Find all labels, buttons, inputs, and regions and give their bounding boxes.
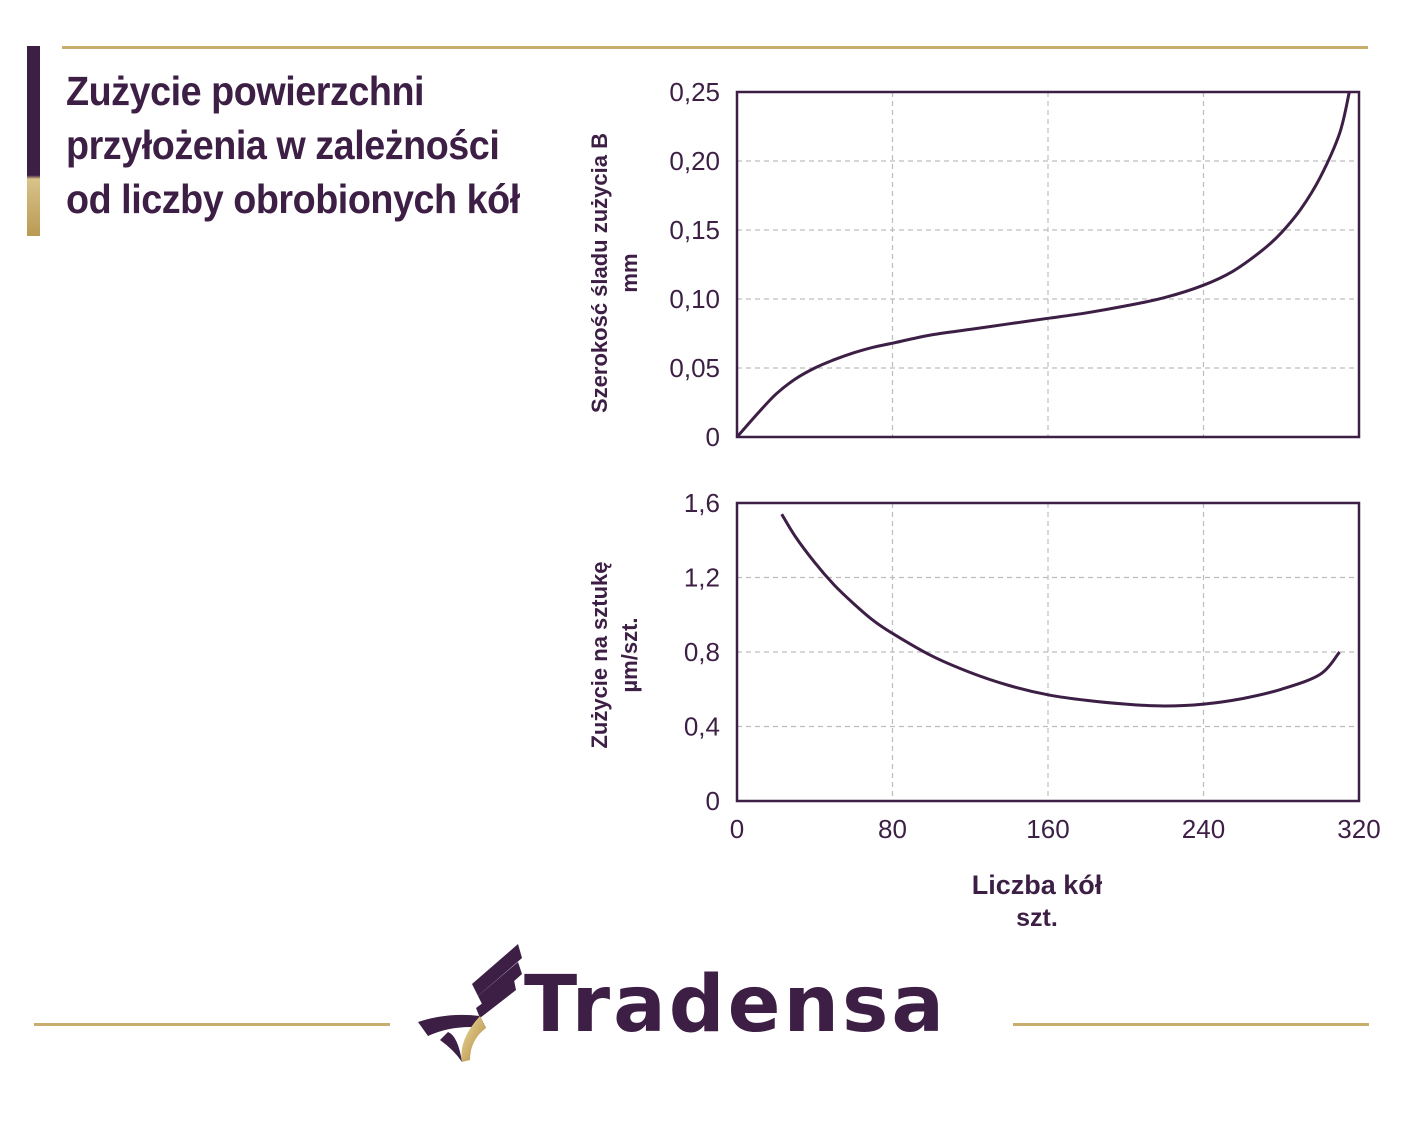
y-tick-label: 0 [706,786,720,816]
title-accent-bar [27,46,40,236]
x-axis-title: Liczba kół szt. [887,868,1187,934]
brand-logo: Tradensa [418,944,988,1066]
x-tick-label: 0 [730,814,744,844]
top-chart-y-unit: mm [617,253,642,293]
top-chart-y-ticks: 0 0,05 0,10 0,15 0,20 0,25 [669,77,720,452]
wear-per-piece-line [780,513,1341,708]
footer-divider-left [34,1023,390,1026]
y-tick-label: 0,15 [669,215,720,245]
brand-name: Tradensa [524,960,948,1050]
y-tick-label: 0,8 [684,637,720,667]
top-divider [62,46,1368,49]
x-tick-label: 320 [1337,814,1380,844]
y-tick-label: 0,10 [669,284,720,314]
bottom-chart-frame [735,501,1361,803]
title-line-2: przyłożenia w zależności [66,122,500,168]
bottom-chart-y-label: Zużycie na sztukę [587,561,612,749]
y-tick-label: 0,20 [669,146,720,176]
x-tick-label: 240 [1182,814,1225,844]
x-axis-unit: szt. [1016,904,1058,932]
top-chart-grid [737,92,1359,437]
page-title: Zużycie powierzchni przyłożenia w zależn… [66,64,544,226]
x-tick-label: 80 [878,814,907,844]
top-chart-y-label: Szerokość śladu zużycia B [587,133,612,413]
x-tick-label: 160 [1026,814,1069,844]
bottom-chart-y-title: Zużycie na sztukę µm/szt. [585,529,651,781]
x-axis-ticks: 0 80 160 240 320 [730,814,1381,844]
tradensa-wing-logo-icon [418,944,522,1062]
bottom-chart-y-ticks: 0 0,4 0,8 1,2 1,6 [684,488,720,816]
y-tick-label: 0,05 [669,353,720,383]
footer-divider-right [1013,1023,1369,1026]
x-axis-label: Liczba kół [971,870,1103,900]
y-tick-label: 1,6 [684,488,720,518]
title-line-1: Zużycie powierzchni [66,68,425,114]
bottom-chart-y-unit: µm/szt. [617,617,642,693]
wear-width-line [735,91,1351,438]
y-tick-label: 1,2 [684,563,720,593]
bottom-chart-grid [737,503,1359,801]
y-tick-label: 0 [706,422,720,452]
y-tick-label: 0,4 [684,712,720,742]
y-tick-label: 0,25 [669,77,720,107]
top-chart-y-title: Szerokość śladu zużycia B mm [585,113,651,433]
title-line-3: od liczby obrobionych kół [66,176,520,222]
top-chart-frame [735,90,1361,439]
